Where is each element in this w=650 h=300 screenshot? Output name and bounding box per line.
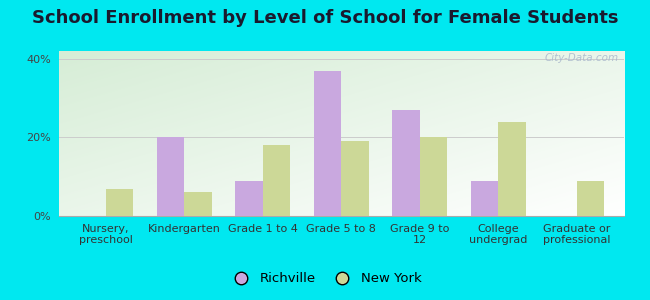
Bar: [341, 141, 369, 216]
Bar: [393, 110, 420, 216]
Bar: [157, 137, 184, 216]
Text: School Enrollment by Level of School for Female Students: School Enrollment by Level of School for…: [32, 9, 618, 27]
Bar: [499, 122, 526, 216]
Text: City-Data.com: City-Data.com: [544, 52, 618, 63]
Bar: [105, 188, 133, 216]
Bar: [314, 70, 341, 216]
Bar: [263, 145, 290, 216]
Bar: [471, 181, 499, 216]
Bar: [235, 181, 263, 216]
Legend: Richville, New York: Richville, New York: [223, 267, 427, 290]
Bar: [184, 192, 212, 216]
Bar: [577, 181, 605, 216]
Bar: [420, 137, 447, 216]
